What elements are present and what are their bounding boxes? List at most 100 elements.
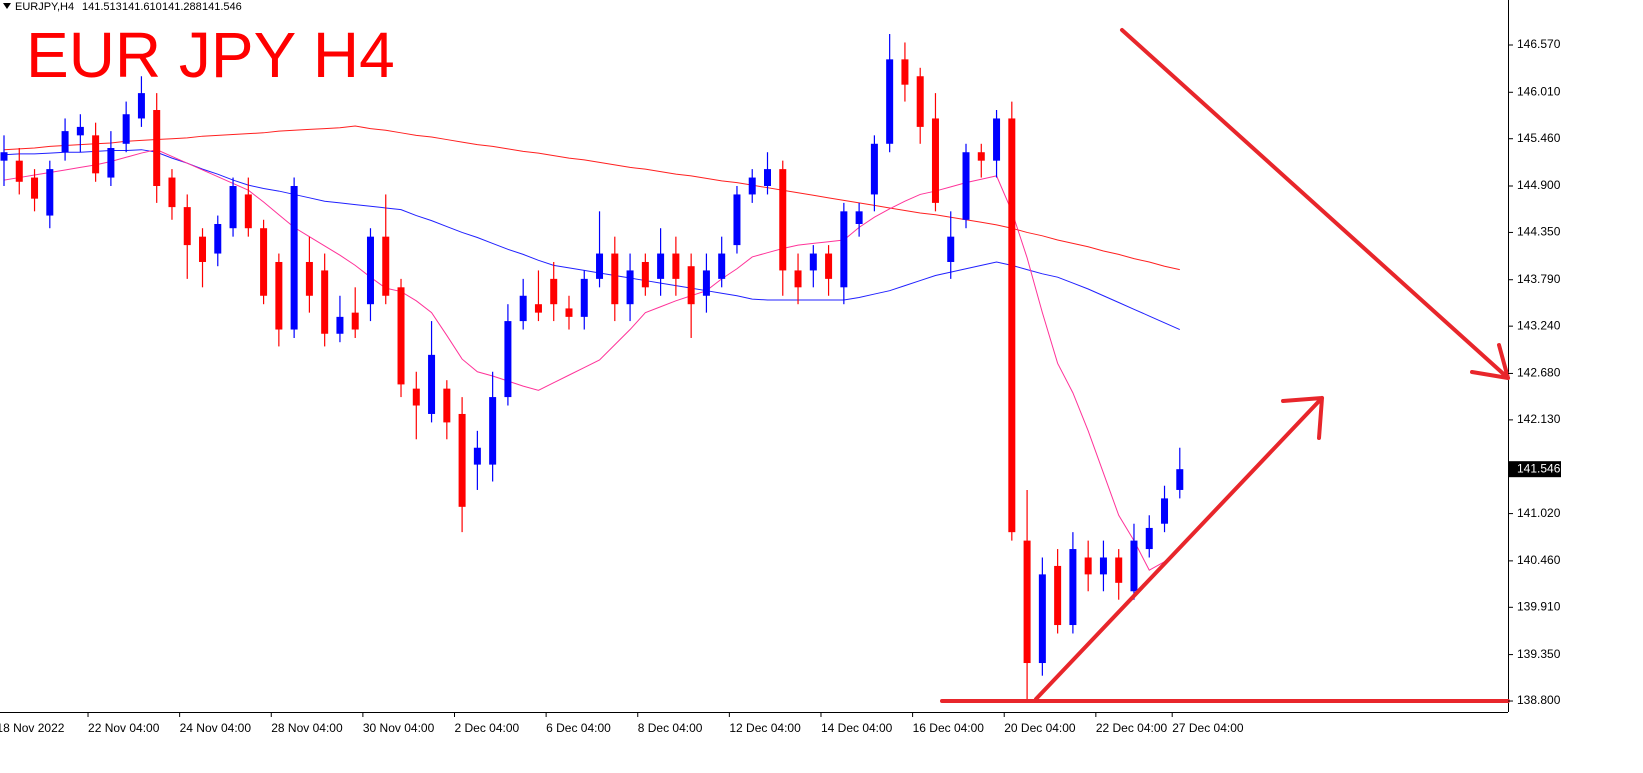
candle-body — [916, 76, 924, 127]
candle-body — [657, 253, 665, 279]
y-tick-label: 143.240 — [1517, 318, 1561, 332]
candle-body — [565, 308, 573, 317]
y-tick-label: 139.350 — [1517, 647, 1561, 661]
candle-body — [580, 278, 588, 317]
candle-body — [336, 316, 344, 334]
candle-body — [76, 126, 84, 136]
candle-body — [626, 270, 634, 305]
candle-body — [534, 304, 542, 313]
candle-body — [993, 118, 1001, 161]
candle-body — [870, 143, 878, 195]
candle-body — [1008, 118, 1016, 533]
candle-body — [962, 152, 970, 220]
candle-body — [779, 169, 787, 271]
candle-body — [764, 169, 771, 186]
candle-body — [718, 253, 726, 279]
candle-body — [641, 261, 649, 288]
candle-body — [412, 388, 420, 406]
moving-average — [3, 149, 1180, 330]
x-tick-label: 30 Nov 04:00 — [363, 721, 435, 735]
x-tick-label: 20 Dec 04:00 — [1004, 721, 1076, 735]
candle-body — [687, 266, 695, 305]
candle-body — [199, 236, 207, 262]
candle-body — [46, 169, 54, 216]
candle-body — [473, 447, 481, 465]
last-price-box — [1509, 461, 1561, 478]
ohlc-low: 141.288 — [162, 1, 202, 13]
candle-body — [1038, 574, 1046, 664]
chart-title: EUR JPY H4 — [26, 19, 395, 91]
menu-triangle[interactable] — [3, 3, 11, 9]
candle-body — [840, 211, 848, 288]
candle-body — [351, 312, 359, 330]
x-tick-label: 22 Nov 04:00 — [88, 721, 160, 735]
y-tick-label: 144.900 — [1517, 178, 1561, 192]
ohlc-close: 141.546 — [202, 1, 242, 13]
candle-body — [1130, 540, 1138, 592]
y-tick-label: 143.790 — [1517, 272, 1561, 286]
x-tick-label: 12 Dec 04:00 — [729, 721, 801, 735]
candle-body — [596, 253, 604, 279]
symbol: EURJPY,H4 — [15, 1, 74, 13]
y-tick-label: 141.020 — [1517, 506, 1561, 520]
x-tick-label: 22 Dec 04:00 — [1096, 721, 1168, 735]
candle-body — [92, 135, 100, 174]
candle-body — [458, 413, 466, 507]
candle-body — [275, 261, 283, 330]
candle-body — [428, 354, 436, 414]
candle-body — [550, 278, 558, 305]
x-tick-label: 6 Dec 04:00 — [546, 721, 611, 735]
x-tick-label: 24 Nov 04:00 — [180, 721, 252, 735]
candle-body — [1054, 565, 1062, 626]
candle-body — [229, 185, 237, 229]
candle-body — [0, 152, 8, 161]
candle-body — [855, 211, 863, 224]
candle-body — [31, 177, 39, 199]
candle-body — [1145, 527, 1153, 550]
candle-body — [977, 152, 985, 161]
moving-average — [3, 125, 1180, 271]
candle-body — [947, 236, 955, 262]
y-tick-label: 142.130 — [1517, 412, 1561, 426]
moving-average — [3, 149, 1181, 571]
x-tick-label: 2 Dec 04:00 — [455, 721, 520, 735]
up-arrow — [1034, 396, 1324, 701]
candle-body — [443, 388, 451, 423]
ohlc-open: 141.513 — [82, 1, 122, 13]
candle-body — [1161, 498, 1169, 524]
candle-body — [1069, 549, 1077, 626]
candle-body — [1084, 557, 1092, 575]
x-tick-label: 8 Dec 04:00 — [638, 721, 703, 735]
candle-body — [107, 148, 115, 178]
plot-area — [0, 34, 1184, 701]
candle-body — [672, 253, 680, 279]
ohlc-high: 141.610 — [122, 1, 162, 13]
candle-body — [489, 397, 497, 465]
candle-body — [61, 131, 69, 153]
x-tick-label: 27 Dec 04:00 — [1172, 721, 1244, 735]
annotations — [940, 28, 1510, 703]
candle-body — [931, 118, 939, 203]
x-tick-label: 16 Dec 04:00 — [913, 721, 985, 735]
candle-body — [366, 236, 374, 305]
y-tick-label: 144.350 — [1517, 225, 1561, 239]
candle-body — [886, 59, 894, 144]
candle-body — [748, 177, 756, 195]
x-tick-label: 18 Nov 2022 — [0, 721, 65, 735]
x-tick-label: 28 Nov 04:00 — [271, 721, 343, 735]
candle-body — [397, 287, 405, 385]
candle-body — [244, 194, 252, 229]
candle-body — [183, 207, 191, 246]
candle-body — [825, 253, 833, 279]
y-tick-label: 145.460 — [1517, 131, 1561, 145]
candle-body — [290, 185, 298, 330]
candle-body — [1176, 469, 1184, 490]
candle-body — [168, 177, 176, 208]
candle-body — [1099, 557, 1107, 575]
candle-body — [611, 253, 619, 305]
candle-body — [702, 270, 710, 296]
y-tick-label: 142.680 — [1517, 366, 1561, 380]
y-tick-label: 138.800 — [1517, 693, 1561, 707]
last-price-label: 141.546 — [1517, 461, 1561, 475]
